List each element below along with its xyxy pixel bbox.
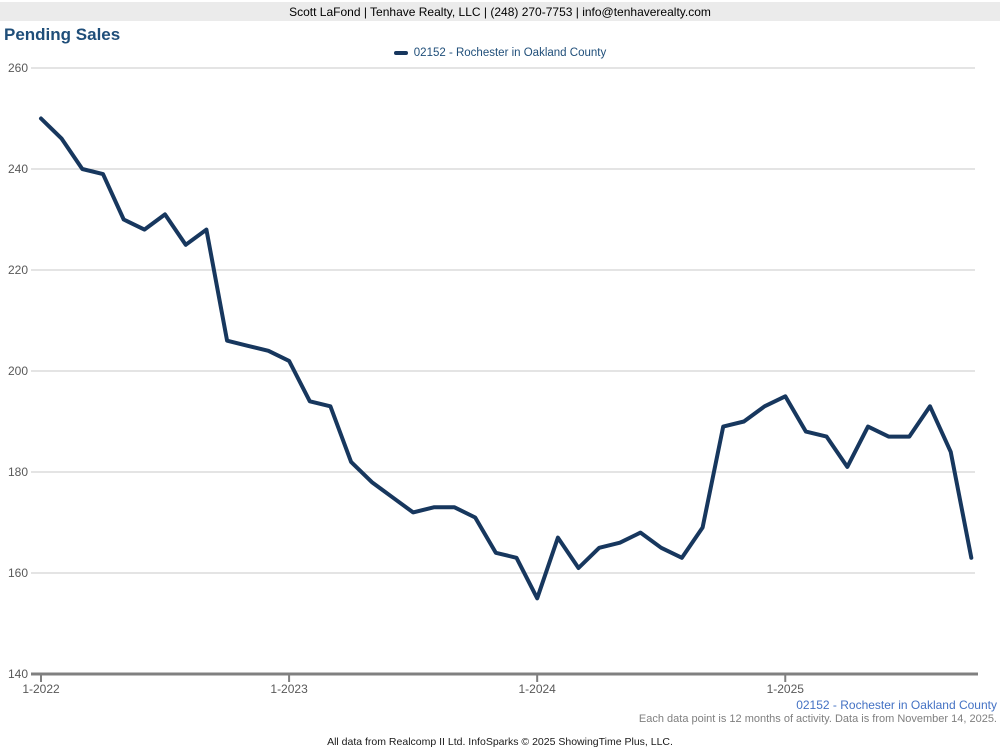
header-bar: Scott LaFond | Tenhave Realty, LLC | (24… <box>0 2 1000 21</box>
x-axis-label: 1-2023 <box>270 682 308 696</box>
page-title: Pending Sales <box>4 25 121 44</box>
y-axis-label: 180 <box>8 465 28 479</box>
y-axis-label: 200 <box>8 364 28 378</box>
y-axis-label: 220 <box>8 263 28 277</box>
agent-contact-text: Scott LaFond | Tenhave Realty, LLC | (24… <box>289 4 711 19</box>
x-axis-label: 1-2025 <box>767 682 805 696</box>
x-axis-label: 1-2022 <box>22 682 60 696</box>
pending-sales-line[interactable] <box>39 116 974 601</box>
y-axis-label: 260 <box>8 61 28 75</box>
footer-attribution: All data from Realcomp II Ltd. InfoSpark… <box>327 736 673 748</box>
footer-data-note: Each data point is 12 months of activity… <box>638 713 997 725</box>
y-axis-label: 160 <box>8 566 28 580</box>
y-axis-label: 140 <box>8 667 28 681</box>
legend-label: 02152 - Rochester in Oakland County <box>413 47 607 59</box>
legend-line-swatch-icon <box>393 51 408 55</box>
y-axis-label: 240 <box>8 162 28 176</box>
x-axis-label: 1-2024 <box>518 682 556 696</box>
chart-legend: 02152 - Rochester in Oakland County <box>0 47 1000 59</box>
footer-series-label: 02152 - Rochester in Oakland County <box>796 698 997 712</box>
